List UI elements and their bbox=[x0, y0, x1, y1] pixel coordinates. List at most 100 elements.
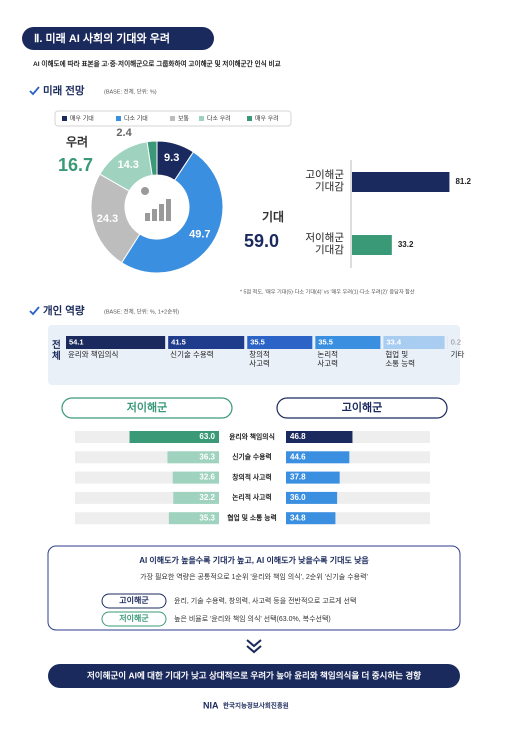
footer-org: 한국지능정보사회진흥원 bbox=[223, 701, 289, 710]
segment-value: 54.1 bbox=[69, 337, 84, 346]
donut-slice bbox=[146, 140, 158, 176]
donut-slice bbox=[120, 151, 224, 274]
donut-value: 24.3 bbox=[97, 213, 118, 225]
segment-value: 33.4 bbox=[386, 337, 401, 346]
bar-category: 고이해군 기대감 bbox=[305, 169, 344, 194]
donut-value: 49.7 bbox=[189, 229, 210, 241]
group-pill bbox=[101, 593, 167, 609]
category-label: 협업 및 소통 능력 bbox=[227, 513, 276, 522]
donut-value: 14.3 bbox=[117, 159, 138, 171]
header-title: Ⅱ. 미래 AI 사회의 기대와 우려 bbox=[34, 31, 170, 45]
bar bbox=[286, 471, 340, 484]
category-label: 윤리와 책임의식 bbox=[229, 432, 275, 441]
donut-value: 2.4 bbox=[116, 127, 132, 139]
footer-logo: NIA bbox=[203, 700, 219, 710]
bar bbox=[352, 172, 450, 192]
annotation-value: 59.0 bbox=[244, 231, 279, 251]
bar-value: 36.0 bbox=[290, 493, 306, 502]
group-name: 저이해군 bbox=[119, 613, 149, 623]
row-text: 높은 비율로 '윤리와 책임 의식' 선택(63.0%, 복수선택) bbox=[174, 614, 331, 623]
donut-value: 9.3 bbox=[164, 152, 179, 164]
series-name: 저이해군 bbox=[127, 400, 167, 414]
footnote: * 5점 척도, '매우 기대(5)·다소 기대(4)' vs '매우 우려(1… bbox=[240, 287, 415, 295]
bar-value: 32.6 bbox=[199, 473, 215, 482]
bar-category: 저이해군 기대감 bbox=[305, 232, 344, 257]
legend-label: 다소 기대 bbox=[124, 115, 148, 123]
annotation-label: 우려 bbox=[66, 134, 88, 149]
segment-label: 협업 및 소통 능력 bbox=[385, 350, 416, 368]
category-label: 논리적 사고력 bbox=[232, 493, 271, 502]
bar-value: 63.0 bbox=[199, 432, 215, 441]
segment bbox=[168, 336, 245, 349]
section-base: (BASE: 전체, 단위: %) bbox=[104, 87, 157, 95]
bar-value: 34.8 bbox=[290, 513, 306, 522]
series-pill bbox=[61, 397, 233, 419]
segment bbox=[247, 336, 313, 349]
bar bbox=[286, 431, 353, 443]
bar-value: 81.2 bbox=[455, 177, 471, 186]
category-label: 창의적 사고력 bbox=[232, 472, 271, 481]
bar bbox=[168, 512, 219, 525]
legend-label: 보통 bbox=[178, 116, 190, 123]
icon-bar bbox=[159, 204, 164, 221]
bar bbox=[167, 451, 219, 464]
bar-value: 36.3 bbox=[199, 452, 215, 461]
segment bbox=[315, 336, 381, 349]
segment-label: 윤리와 책임의식 bbox=[68, 350, 119, 359]
series-name: 고이해군 bbox=[342, 400, 382, 414]
group-label: 전 체 bbox=[52, 340, 61, 362]
subtitle: AI 이해도에 따라 표본을 고·중·저이해군으로 그룹화하여 고이해군 및 저… bbox=[33, 59, 281, 68]
segment-value: 35.5 bbox=[318, 337, 333, 346]
bar bbox=[286, 512, 336, 525]
section-title: 개인 역량 bbox=[43, 304, 85, 317]
bar bbox=[129, 431, 219, 443]
segment bbox=[383, 336, 445, 349]
legend-swatch bbox=[170, 116, 175, 121]
check-icon bbox=[29, 306, 40, 316]
segment-label: 기타 bbox=[450, 350, 465, 359]
header-pill bbox=[22, 27, 214, 50]
legend-swatch bbox=[247, 116, 252, 121]
group-pill bbox=[101, 611, 167, 627]
icon-head bbox=[141, 187, 149, 195]
section-title: 미래 전망 bbox=[43, 84, 85, 97]
segment-label: 신기술 수용력 bbox=[170, 350, 214, 359]
chevron bbox=[246, 639, 262, 654]
bar-value: 32.2 bbox=[199, 493, 215, 502]
bar-value: 35.3 bbox=[199, 513, 215, 522]
section-base: (BASE: 전체, 단위: %, 1+2순위) bbox=[104, 307, 179, 315]
icon-bar bbox=[166, 199, 171, 221]
summary-title: AI 이해도가 높을수록 기대가 높고, AI 이해도가 낮을수록 기대도 낮음 bbox=[139, 555, 369, 565]
segment-label: 논리적 사고력 bbox=[317, 350, 339, 368]
icon-bar bbox=[152, 209, 157, 221]
segment-value: 0.2 bbox=[451, 337, 461, 346]
legend-label: 매우 우려 bbox=[255, 115, 279, 123]
segment-label: 창의적 사고력 bbox=[249, 350, 270, 368]
summary-text: 가장 필요한 역량은 공통적으로 1순위 '윤리와 책임 의식', 2순위 '신… bbox=[140, 572, 368, 581]
bar bbox=[173, 491, 219, 504]
bar-value: 37.8 bbox=[290, 473, 306, 482]
group-name: 고이해군 bbox=[119, 595, 149, 605]
bar bbox=[172, 471, 219, 484]
icon-bar bbox=[145, 213, 150, 221]
center-circle bbox=[127, 177, 187, 237]
segment-value: 35.5 bbox=[250, 337, 265, 346]
series-pill bbox=[276, 397, 448, 419]
annotation-label: 기대 bbox=[262, 209, 284, 224]
legend-label: 매우 기대 bbox=[70, 115, 94, 123]
conclusion: 저이해군이 AI에 대한 기대가 낮고 상대적으로 우려가 높아 윤리와 책임의… bbox=[87, 670, 421, 680]
category-label: 신기술 수용력 bbox=[232, 452, 271, 461]
legend-swatch bbox=[116, 116, 121, 121]
segment bbox=[66, 336, 166, 349]
bar-value: 44.6 bbox=[290, 452, 306, 461]
conclusion-pill bbox=[48, 664, 460, 688]
bar bbox=[352, 235, 392, 255]
annotation-value: 16.7 bbox=[58, 155, 93, 175]
legend-label: 다소 우려 bbox=[207, 115, 231, 123]
row-text: 윤리, 기술 수용력, 창의력, 사고력 등을 전반적으로 고르게 선택 bbox=[174, 596, 356, 605]
bar-value: 46.8 bbox=[290, 432, 306, 441]
bar-value: 33.2 bbox=[398, 240, 414, 249]
legend-swatch bbox=[199, 116, 204, 121]
